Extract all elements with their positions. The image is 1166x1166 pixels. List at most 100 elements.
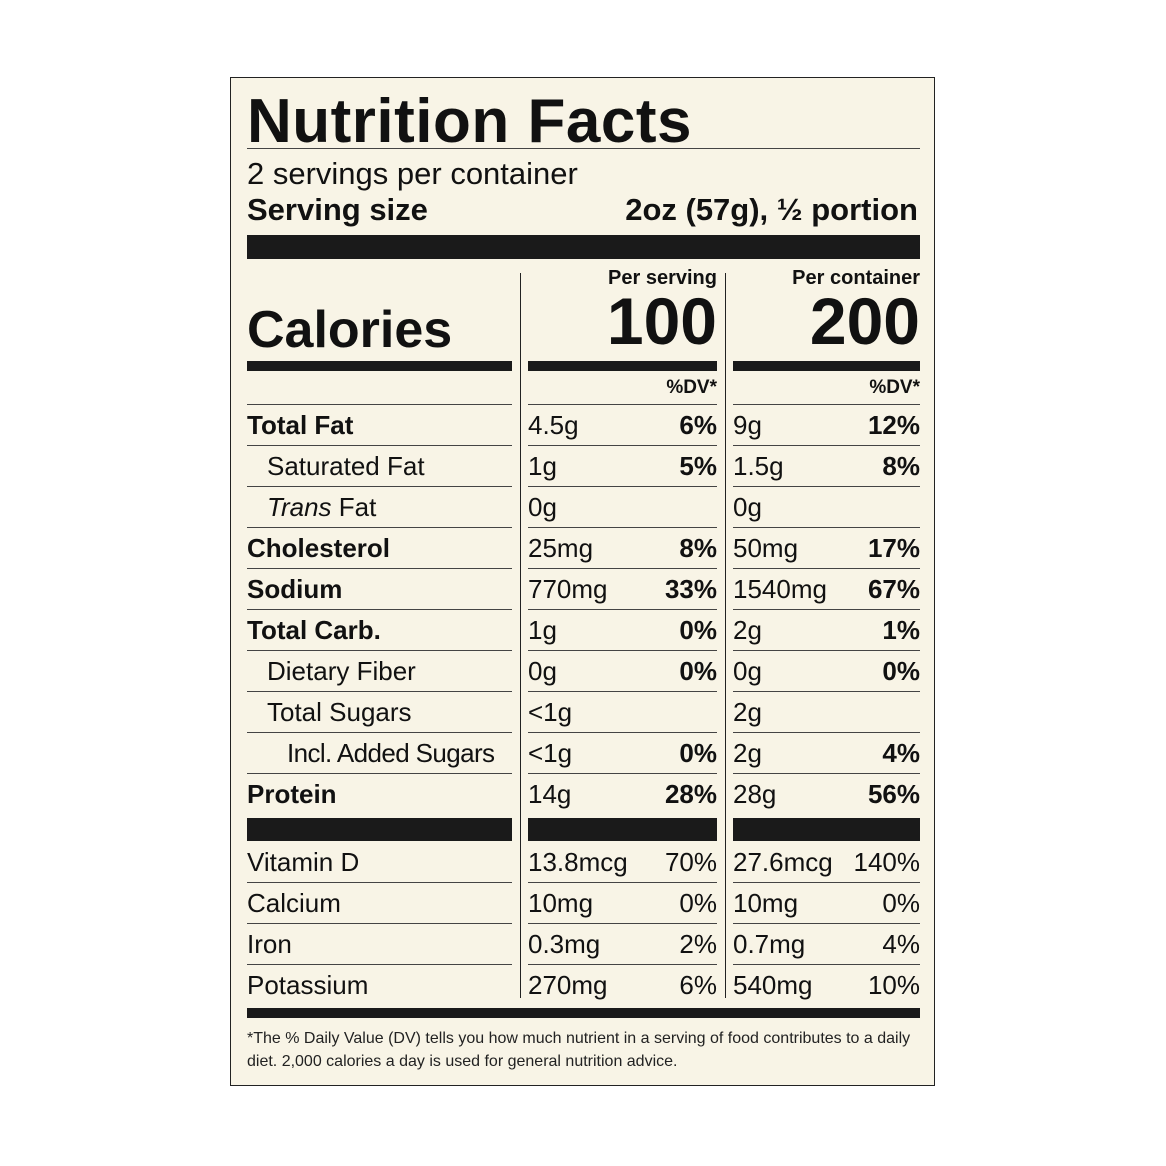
serving-amount: 1g	[528, 451, 557, 481]
vitamins-bar-left	[247, 818, 512, 841]
container-dv: 0%	[882, 656, 920, 686]
nutrient-row-saturated-fat: Saturated Fat 1g 5% 1.5g 8%	[231, 446, 936, 487]
vitamin-row-iron: Iron 0.3mg 2% 0.7mg 4%	[231, 924, 936, 965]
container-dv: 67%	[867, 574, 920, 604]
serving-dv: 5%	[679, 451, 717, 481]
serving-dv: 0%	[679, 888, 717, 918]
nutrient-row-trans-fat: Trans Fat 0g 0g	[231, 487, 936, 528]
container-dv: 140%	[853, 847, 921, 877]
nutrition-facts-label: Nutrition Facts 2 servings per container…	[230, 77, 935, 1086]
container-dv: 12%	[867, 410, 920, 440]
serving-amount: 14g	[528, 779, 572, 809]
nutrient-row-dietary-fiber: Dietary Fiber 0g 0% 0g 0%	[231, 651, 936, 692]
nutrient-row-cholesterol: Cholesterol 25mg 8% 50mg 17%	[231, 528, 936, 569]
container-dv: 1%	[882, 615, 920, 645]
container-amount: 2g	[733, 738, 762, 768]
container-dv: 4%	[882, 929, 920, 959]
calories-bar-left	[247, 361, 512, 371]
serving-dv: 6%	[679, 970, 717, 1000]
nutrient-name: Dietary Fiber	[267, 656, 416, 686]
container-amount: 0g	[733, 492, 762, 522]
dv-divider-left	[247, 404, 512, 405]
dv-divider-mid	[528, 404, 717, 405]
nutrient-row-sodium: Sodium 770mg 33% 1540mg 67%	[231, 569, 936, 610]
nutrient-row-protein: Protein 14g 28% 28g 56%	[231, 774, 936, 815]
nutrient-name: Sodium	[247, 574, 343, 604]
serving-dv: 2%	[679, 929, 717, 959]
calories-per-serving: 100	[606, 284, 717, 358]
vitamin-name: Iron	[247, 929, 292, 959]
container-dv: 17%	[867, 533, 920, 563]
serving-amount: 270mg	[528, 970, 608, 1000]
serving-dv	[611, 692, 717, 732]
serving-dv	[611, 487, 717, 527]
container-dv	[811, 692, 920, 732]
serving-dv: 70%	[664, 847, 717, 877]
title-divider	[247, 148, 920, 149]
nutrient-row-total-sugars: Total Sugars <1g 2g	[231, 692, 936, 733]
container-dv: 56%	[867, 779, 920, 809]
container-amount: 2g	[733, 615, 762, 645]
footnote: *The % Daily Value (DV) tells you how mu…	[247, 1030, 911, 1070]
container-amount: 27.6mcg	[733, 847, 833, 877]
label-title: Nutrition Facts	[247, 87, 692, 156]
serving-amount: 10mg	[528, 888, 594, 918]
serving-amount: 4.5g	[528, 410, 579, 440]
container-amount: 28g	[733, 779, 777, 809]
vitamins-bar-mid	[528, 818, 717, 841]
serving-amount: <1g	[528, 697, 573, 727]
per-container-header: Per container	[792, 267, 920, 289]
footnote-divider	[247, 1008, 920, 1018]
container-amount: 0.7mg	[733, 929, 806, 959]
thick-divider	[247, 235, 920, 259]
serving-amount: 0.3mg	[528, 929, 601, 959]
per-serving-header: Per serving	[608, 267, 717, 289]
nutrient-name: Incl. Added Sugars	[287, 738, 495, 768]
vitamins-bar-right	[733, 818, 920, 841]
container-amount: 2g	[733, 697, 762, 727]
serving-amount: 1g	[528, 615, 557, 645]
serving-amount: 770mg	[528, 574, 608, 604]
container-dv: 4%	[882, 738, 920, 768]
container-amount: 540mg	[733, 970, 813, 1000]
container-dv: 8%	[882, 451, 920, 481]
serving-size-value: 2oz (57g), ½ portion	[625, 192, 918, 227]
calories-bar-right	[733, 361, 920, 371]
container-amount: 50mg	[733, 533, 799, 563]
serving-amount: <1g	[528, 738, 573, 768]
container-amount: 1.5g	[733, 451, 784, 481]
vitamin-row-calcium: Calcium 10mg 0% 10mg 0%	[231, 883, 936, 924]
nutrient-name: Protein	[247, 779, 337, 809]
container-amount: 9g	[733, 410, 762, 440]
serving-dv: 6%	[679, 410, 717, 440]
serving-amount: 25mg	[528, 533, 594, 563]
serving-dv: 0%	[679, 656, 717, 686]
container-dv: 10%	[867, 970, 920, 1000]
vitamin-row-potassium: Potassium 270mg 6% 540mg 10%	[231, 965, 936, 1006]
container-amount: 0g	[733, 656, 762, 686]
nutrient-row-added-sugars: Incl. Added Sugars <1g 0% 2g 4%	[231, 733, 936, 774]
column-divider-1	[520, 273, 521, 998]
serving-dv: 0%	[679, 615, 717, 645]
nutrient-name-rest: Fat	[331, 492, 377, 522]
nutrient-name: Total Fat	[247, 410, 354, 440]
container-amount: 1540mg	[733, 574, 827, 604]
calories-per-container: 200	[809, 284, 920, 358]
serving-dv: 33%	[664, 574, 717, 604]
serving-dv: 0%	[679, 738, 717, 768]
vitamin-row-vitamin-d: Vitamin D 13.8mcg 70% 27.6mcg 140%	[231, 842, 936, 883]
nutrient-name-italic: Trans	[267, 492, 332, 522]
servings-per-container: 2 servings per container	[247, 156, 578, 191]
serving-dv: 8%	[679, 533, 717, 563]
nutrient-name: Total Carb.	[247, 615, 381, 645]
column-divider-2	[725, 273, 726, 998]
vitamin-name: Calcium	[247, 888, 341, 918]
nutrient-name: Saturated Fat	[267, 451, 425, 481]
dv-header-container: %DV*	[869, 377, 920, 398]
nutrient-name: Trans Fat	[267, 487, 376, 527]
calories-bar-mid	[528, 361, 717, 371]
nutrient-row-total-fat: Total Fat 4.5g 6% 9g 12%	[231, 405, 936, 446]
nutrient-row-total-carb: Total Carb. 1g 0% 2g 1%	[231, 610, 936, 651]
vitamin-name: Vitamin D	[247, 847, 360, 877]
serving-amount: 0g	[528, 656, 557, 686]
